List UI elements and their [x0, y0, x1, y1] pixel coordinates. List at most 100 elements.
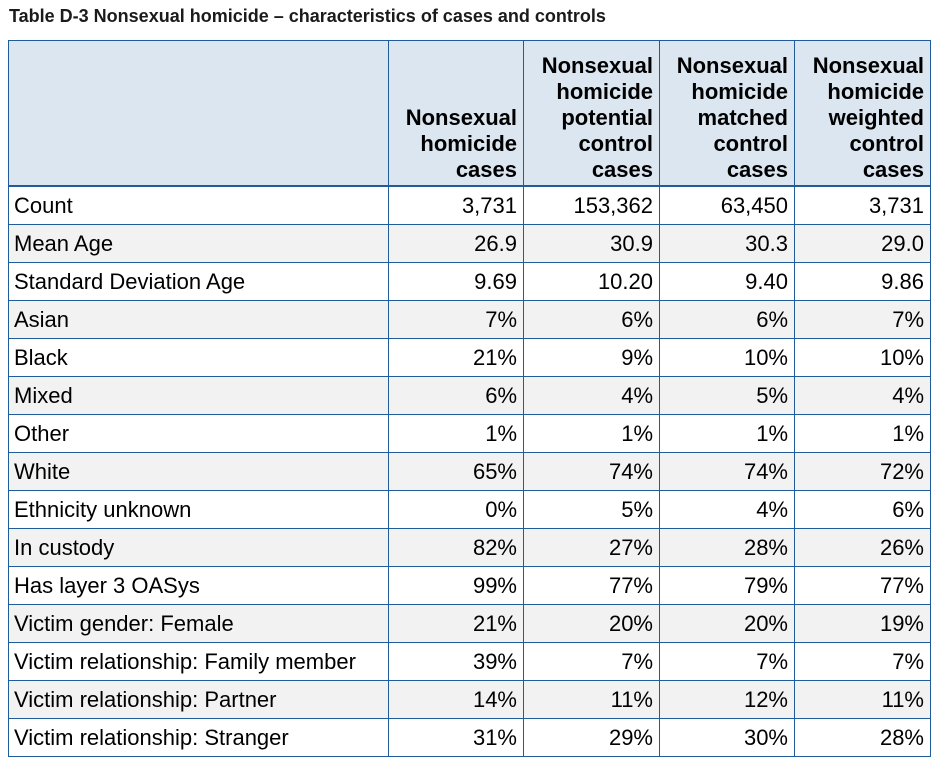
column-header-line: control	[713, 131, 788, 156]
row-label: Count	[8, 185, 389, 225]
row-label: Victim relationship: Family member	[8, 642, 389, 681]
table-cell: 10%	[794, 338, 931, 377]
row-label: Standard Deviation Age	[8, 262, 389, 301]
table-cell: 20%	[523, 604, 660, 643]
table-row: Ethnicity unknown 0% 5% 4% 6%	[8, 490, 931, 529]
row-label: White	[8, 452, 389, 491]
table-row: Mean Age 26.9 30.9 30.3 29.0	[8, 224, 931, 263]
column-header-cases: Nonsexual homicide cases	[388, 40, 524, 187]
table-cell: 3,731	[794, 185, 931, 225]
table-cell: 28%	[659, 528, 795, 567]
table-cell: 11%	[794, 680, 931, 719]
table-row: Victim relationship: Stranger 31% 29% 30% 28…	[8, 718, 931, 757]
table-row: Count 3,731 153,362 63,450 3,731	[8, 185, 931, 225]
characteristics-table: Nonsexual homicide cases Nonsexual homic…	[8, 40, 931, 757]
table-header: Nonsexual homicide cases Nonsexual homic…	[8, 40, 931, 187]
table-cell: 26%	[794, 528, 931, 567]
table-cell: 39%	[388, 642, 524, 681]
table-cell: 1%	[388, 414, 524, 453]
table-cell: 30.3	[659, 224, 795, 263]
table-cell: 7%	[659, 642, 795, 681]
table-cell: 6%	[388, 376, 524, 415]
table-cell: 10.20	[523, 262, 660, 301]
table-cell: 6%	[659, 300, 795, 339]
table-cell: 7%	[794, 642, 931, 681]
table-cell: 29%	[523, 718, 660, 757]
table-cell: 21%	[388, 338, 524, 377]
table-cell: 77%	[523, 566, 660, 605]
row-label: Black	[8, 338, 389, 377]
column-header-line: weighted	[828, 105, 924, 130]
table-cell: 27%	[523, 528, 660, 567]
column-header-line: Nonsexual	[541, 53, 653, 78]
table-row: Victim gender: Female 21% 20% 20% 19%	[8, 604, 931, 643]
table-cell: 5%	[523, 490, 660, 529]
table-cell: 1%	[523, 414, 660, 453]
row-label: In custody	[8, 528, 389, 567]
table-row: Other 1% 1% 1% 1%	[8, 414, 931, 453]
table-cell: 99%	[388, 566, 524, 605]
column-header-line: homicide	[556, 79, 653, 104]
table-cell: 74%	[523, 452, 660, 491]
table-cell: 77%	[794, 566, 931, 605]
table-cell: 79%	[659, 566, 795, 605]
column-header-line: cases	[591, 157, 653, 182]
column-header-line: Nonsexual	[405, 105, 517, 130]
table-cell: 30.9	[523, 224, 660, 263]
table-cell: 11%	[523, 680, 660, 719]
table-cell: 6%	[794, 490, 931, 529]
column-header-line: homicide	[827, 79, 924, 104]
table-cell: 65%	[388, 452, 524, 491]
row-label: Victim gender: Female	[8, 604, 389, 643]
column-header-potential-controls: Nonsexual homicide potential control cas…	[523, 40, 660, 187]
table-cell: 4%	[523, 376, 660, 415]
table-row: Has layer 3 OASys 99% 77% 79% 77%	[8, 566, 931, 605]
table-cell: 10%	[659, 338, 795, 377]
header-row: Nonsexual homicide cases Nonsexual homic…	[8, 40, 931, 187]
table-cell: 7%	[388, 300, 524, 339]
row-label: Mixed	[8, 376, 389, 415]
row-label: Asian	[8, 300, 389, 339]
table-cell: 29.0	[794, 224, 931, 263]
table-cell: 19%	[794, 604, 931, 643]
table-cell: 6%	[523, 300, 660, 339]
table-cell: 26.9	[388, 224, 524, 263]
table-cell: 1%	[794, 414, 931, 453]
table-cell: 4%	[659, 490, 795, 529]
table-cell: 72%	[794, 452, 931, 491]
row-label: Victim relationship: Partner	[8, 680, 389, 719]
column-header-matched-controls: Nonsexual homicide matched control cases	[659, 40, 795, 187]
table-row: Victim relationship: Family member 39% 7% 7…	[8, 642, 931, 681]
column-header-line: control	[849, 131, 924, 156]
table-cell: 9%	[523, 338, 660, 377]
column-header-line: Nonsexual	[812, 53, 924, 78]
column-header-line: homicide	[420, 131, 517, 156]
table-cell: 7%	[794, 300, 931, 339]
table-cell: 4%	[794, 376, 931, 415]
table-cell: 63,450	[659, 185, 795, 225]
table-cell: 28%	[794, 718, 931, 757]
table-row: Standard Deviation Age 9.69 10.20 9.40 9.86	[8, 262, 931, 301]
table-row: Black 21% 9% 10% 10%	[8, 338, 931, 377]
table-cell: 74%	[659, 452, 795, 491]
table-cell: 9.40	[659, 262, 795, 301]
table-cell: 20%	[659, 604, 795, 643]
table-cell: 153,362	[523, 185, 660, 225]
row-label: Other	[8, 414, 389, 453]
table-row: Mixed 6% 4% 5% 4%	[8, 376, 931, 415]
table-cell: 9.69	[388, 262, 524, 301]
column-header-line: cases	[455, 157, 517, 182]
column-header-line: homicide	[691, 79, 788, 104]
header-corner	[8, 40, 389, 187]
column-header-line: cases	[862, 157, 924, 182]
table-cell: 3,731	[388, 185, 524, 225]
table-cell: 21%	[388, 604, 524, 643]
row-label: Ethnicity unknown	[8, 490, 389, 529]
row-label: Victim relationship: Stranger	[8, 718, 389, 757]
column-header-line: matched	[697, 105, 788, 130]
table-cell: 9.86	[794, 262, 931, 301]
table-cell: 31%	[388, 718, 524, 757]
table-cell: 1%	[659, 414, 795, 453]
row-label: Mean Age	[8, 224, 389, 263]
column-header-weighted-controls: Nonsexual homicide weighted control case…	[794, 40, 931, 187]
